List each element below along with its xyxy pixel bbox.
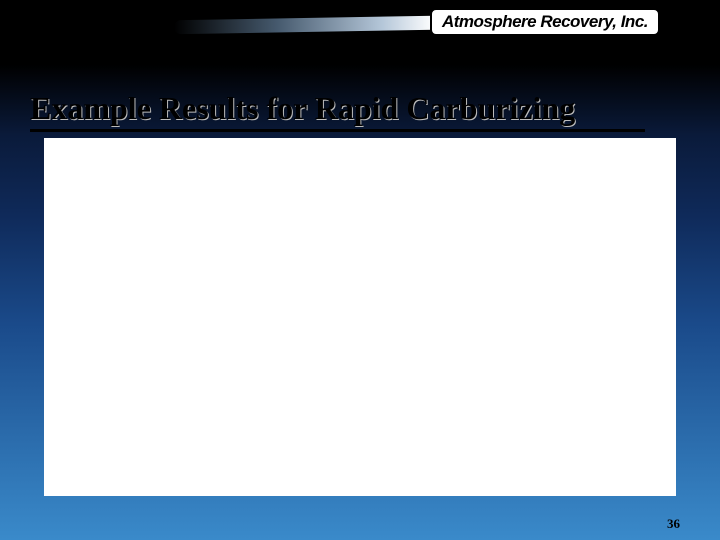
content-area (44, 138, 676, 496)
swoosh-graphic (174, 16, 434, 35)
company-logo: Atmosphere Recovery, Inc. (430, 8, 660, 36)
logo-region: Atmosphere Recovery, Inc. (174, 8, 660, 36)
slide: Atmosphere Recovery, Inc. Example Result… (0, 0, 720, 540)
logo-text: Atmosphere Recovery, Inc. (442, 12, 648, 31)
title-region: Example Results for Rapid Carburizing (30, 90, 690, 132)
slide-title: Example Results for Rapid Carburizing (30, 90, 690, 127)
page-number: 36 (667, 516, 680, 532)
title-underline (30, 129, 645, 132)
